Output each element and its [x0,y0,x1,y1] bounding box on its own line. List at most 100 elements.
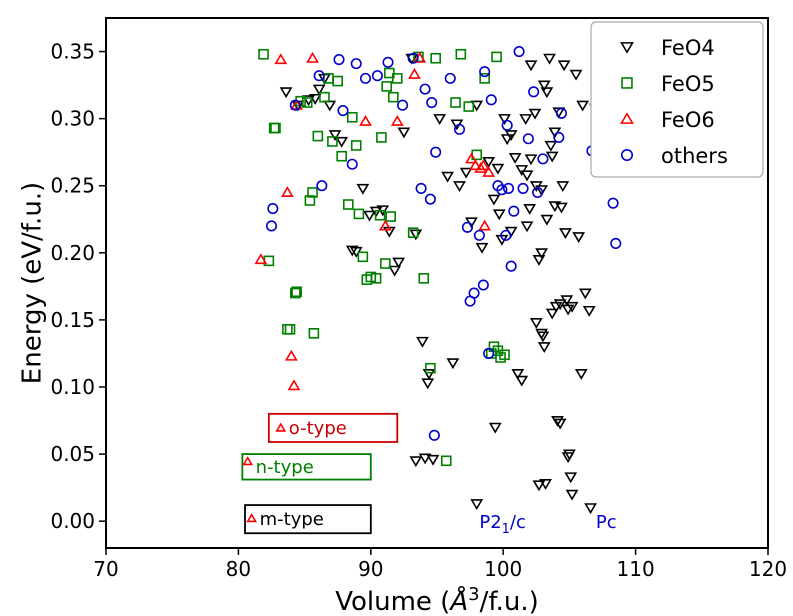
data-point [540,214,554,226]
data-point [407,52,419,64]
data-point [254,253,268,265]
data-point [346,158,358,170]
y-tick-label: 0.05 [50,442,95,466]
data-point [384,67,395,79]
data-point [453,123,466,135]
data-point [468,287,480,299]
data-point [482,157,496,168]
box-marker [246,513,258,523]
data-point [301,97,313,108]
data-point [564,472,578,484]
data-point [371,70,383,82]
box-marker [242,456,254,466]
x-tick-label: 120 [749,557,787,581]
data-point [428,429,440,441]
data-point [555,202,568,214]
data-point [453,181,466,193]
data-point [498,114,511,125]
data-point [528,108,542,120]
data-point [426,96,438,109]
legend-marker [620,42,634,54]
data-point [327,136,338,147]
data-point [359,114,372,126]
data-point [408,68,421,79]
data-point [504,130,518,142]
data-point [306,51,319,63]
data-point [335,136,349,148]
data-point [488,422,502,434]
data-point [284,323,296,335]
data-point [524,154,538,166]
y-tick-label: 0.00 [50,509,95,533]
data-point [508,205,520,217]
data-point [425,362,436,374]
data-point [336,150,347,162]
data-point [374,209,386,221]
data-point [345,245,359,257]
data-point [444,72,456,84]
data-point [422,369,436,380]
data-point [388,91,399,103]
data-point [332,75,344,87]
x-tick-label: 70 [93,557,118,581]
data-point [537,342,551,354]
data-point [511,369,525,380]
data-point [407,227,419,238]
data-point [478,219,492,231]
data-point [485,94,497,106]
y-tick-label: 0.25 [50,174,95,198]
x-axis-label: Volume (Å3/f.u.) [335,584,539,616]
data-point [536,331,550,343]
data-point [380,258,391,269]
data-point [440,455,452,467]
box-n-type: n-type [241,453,372,481]
y-tick-label: 0.20 [50,241,95,265]
data-point [569,69,583,81]
data-point [369,206,383,218]
box-o-type: o-type [267,412,399,443]
data-point [532,186,544,198]
data-point [556,181,570,193]
x-tick-label: 110 [617,557,655,581]
data-point [477,279,489,291]
box-frame [267,412,399,443]
y-axis-label: Energy (eV/f.u.) [18,182,48,384]
legend-marker [621,77,633,89]
data-point [319,91,330,103]
data-point [267,202,279,215]
legend-entry-feo4: FeO4 [620,36,715,60]
data-point [501,119,513,131]
plot-frame [105,17,769,549]
data-point [337,105,349,117]
data-point [545,151,559,163]
data-point [565,301,579,313]
data-point [421,378,435,390]
data-point [607,197,619,209]
data-point [483,347,495,359]
data-point [532,480,546,492]
box-frame [241,453,372,481]
series-feo4 [279,53,597,515]
data-point [424,193,436,205]
data-point [496,184,508,196]
box-label: n-type [256,457,314,478]
data-point [392,257,406,269]
data-point [390,114,404,126]
data-point [475,242,489,254]
data-point [535,248,548,260]
data-point [270,122,281,134]
box-label: o-type [289,418,347,439]
data-point [441,171,454,183]
data-point [376,132,387,143]
data-point [463,101,475,112]
data-point [465,152,478,164]
data-point [513,45,525,58]
legend: FeO4 FeO5 FeO6 others [590,21,764,178]
data-point [356,183,370,195]
data-point [265,220,278,232]
data-point [381,81,392,92]
data-point [290,287,301,299]
data-point [470,499,484,511]
data-point [307,187,318,198]
data-point [520,170,534,182]
